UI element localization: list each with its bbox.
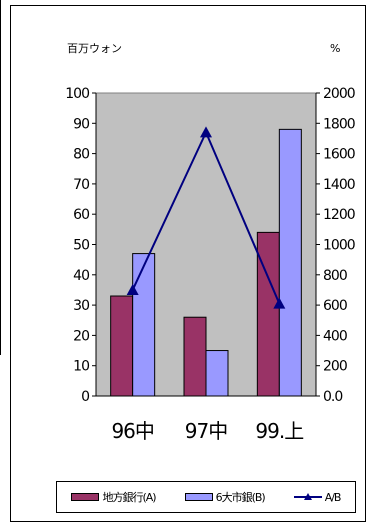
right-tick-label: 600 (323, 298, 347, 314)
right-tick-label: 0.0 (323, 389, 342, 405)
left-tick-label: 40 (73, 268, 89, 284)
point-ratio (126, 283, 139, 295)
right-tick-label: 1800 (323, 116, 355, 132)
left-tick-label: 60 (73, 207, 89, 223)
legend-line-ratio-icon (293, 493, 322, 500)
legend-item-ratio: A/B (293, 490, 342, 504)
left-tick-label: 90 (73, 116, 89, 132)
bar-bank-b (132, 253, 156, 397)
bar-bank-a (256, 231, 280, 397)
right-tick-label: 2000 (323, 86, 355, 102)
legend: 地方銀行(A) 6大市銀(B) A/B (56, 481, 356, 513)
bar-bank-a (183, 316, 207, 397)
left-tick-label: 70 (73, 177, 89, 193)
x-category-label: 97中 (185, 419, 227, 443)
bar-bank-b (205, 350, 229, 397)
legend-label-bank-b: 6大市銀(B) (215, 491, 266, 504)
legend-swatch-bank-a (71, 493, 100, 501)
legend-label-bank-a: 地方銀行(A) (102, 491, 156, 504)
x-category-label: 96中 (111, 419, 153, 443)
left-tick-label: 50 (73, 238, 89, 254)
left-tick-label: 10 (73, 359, 89, 375)
point-ratio (273, 297, 286, 309)
x-category-label: 99.上 (255, 419, 303, 443)
right-tick-label: 800 (323, 268, 347, 284)
left-tick-label: 0 (81, 389, 89, 405)
left-tick-label: 100 (65, 86, 89, 102)
left-tick-label: 30 (73, 298, 89, 314)
right-tick-label: 1200 (323, 207, 355, 223)
bar-bank-a (110, 295, 134, 397)
right-tick-label: 1600 (323, 147, 355, 163)
legend-label-ratio: A/B (324, 490, 342, 504)
left-tick-label: 20 (73, 328, 89, 344)
right-tick-label: 400 (323, 328, 347, 344)
bar-bank-b (278, 128, 302, 397)
right-tick-label: 200 (323, 359, 347, 375)
left-border-line (0, 0, 1, 355)
legend-swatch-bank-b (184, 493, 213, 501)
right-axis-unit: % (330, 42, 340, 55)
right-tick-label: 1000 (323, 238, 355, 254)
left-tick-label: 80 (73, 147, 89, 163)
point-ratio (200, 126, 212, 138)
right-tick-label: 1400 (323, 177, 355, 193)
left-axis-unit: 百万ウォン (67, 42, 122, 55)
legend-item-bank-b: 6大市銀(B) (184, 489, 266, 505)
legend-item-bank-a: 地方銀行(A) (71, 489, 157, 505)
